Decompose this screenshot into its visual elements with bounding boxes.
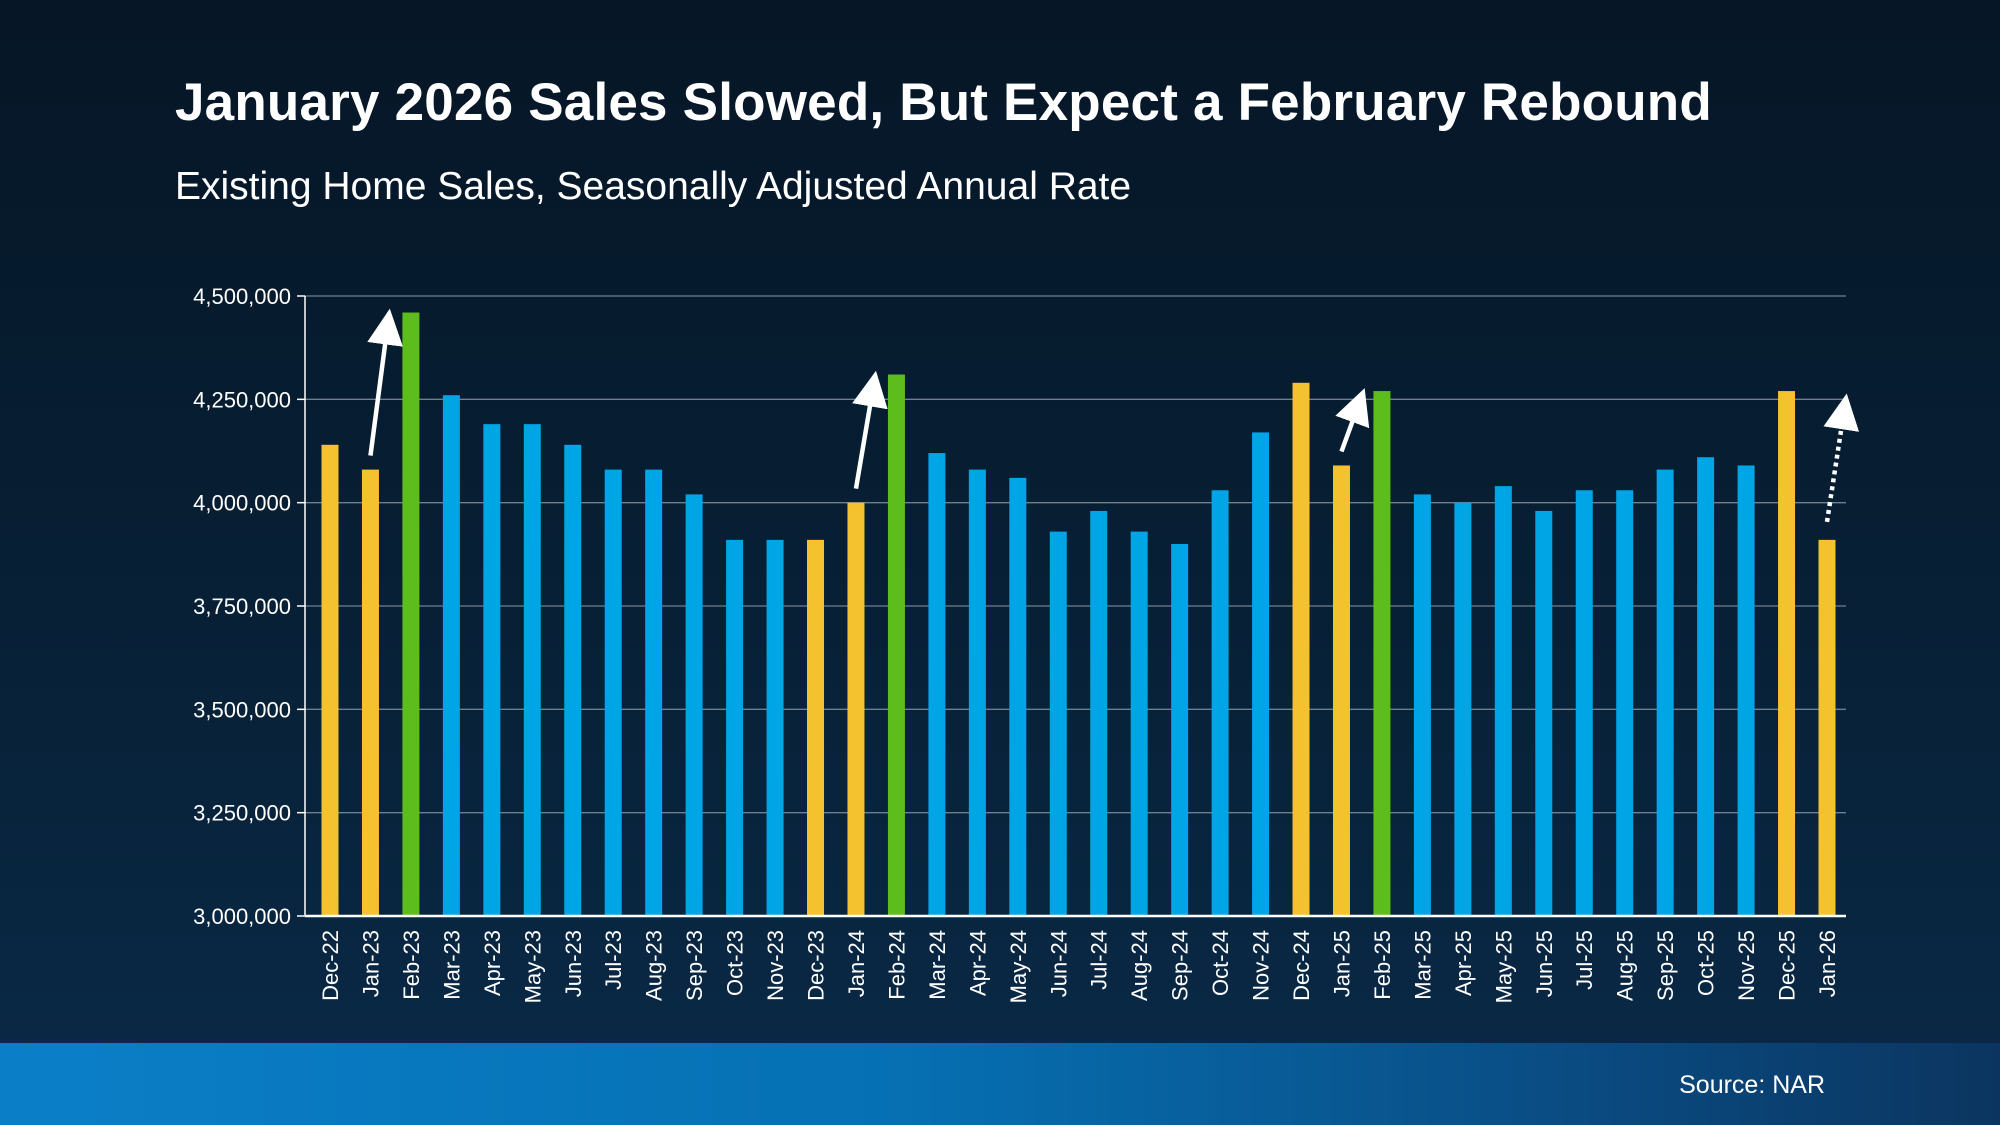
- bar-Jan-24: [847, 502, 865, 916]
- bar-Dec-25: [1778, 391, 1796, 917]
- bar-Jun-25: [1535, 510, 1553, 916]
- x-tick-label: Sep-25: [1653, 930, 1678, 1001]
- bar-chart: 3,000,000 3,250,000 3,500,000 3,750,000 4,00…: [193, 284, 1860, 1003]
- y-tick-label: 4,500,000: [193, 284, 291, 309]
- bar-Nov-24: [1252, 432, 1270, 916]
- bar-May-24: [1009, 477, 1027, 916]
- bar-Dec-23: [807, 539, 825, 916]
- x-tick-label: Oct-23: [723, 930, 748, 996]
- y-tick-label: 4,250,000: [193, 387, 291, 412]
- chart-title: January 2026 Sales Slowed, But Expect a …: [175, 73, 1712, 132]
- y-tick-label: 4,000,000: [193, 491, 291, 516]
- trend-arrow: [367, 308, 403, 456]
- bar-Jun-24: [1049, 531, 1067, 916]
- trend-arrow: [1823, 393, 1860, 523]
- x-tick-label: May-24: [1006, 930, 1031, 1003]
- bar-May-23: [523, 424, 541, 916]
- x-tick-label: May-25: [1491, 930, 1516, 1003]
- bar-Aug-23: [645, 469, 663, 916]
- footer-band: Source: NAR: [0, 1043, 2000, 1125]
- bar-Apr-25: [1454, 502, 1472, 916]
- bar-Jan-23: [361, 469, 379, 916]
- x-tick-label: Mar-24: [925, 930, 950, 1000]
- bar-Feb-24: [887, 374, 905, 916]
- x-tick-label: Sep-23: [682, 930, 707, 1001]
- trend-arrow: [1335, 388, 1370, 453]
- bar-Nov-23: [766, 539, 784, 916]
- x-tick-label: Apr-24: [965, 930, 990, 996]
- chart-subtitle: Existing Home Sales, Seasonally Adjusted…: [175, 165, 1132, 208]
- bar-Sep-24: [1171, 544, 1189, 916]
- x-tick-label: Nov-24: [1249, 930, 1274, 1001]
- x-tick-label: Jun-23: [561, 930, 586, 997]
- bar-Apr-23: [483, 424, 501, 916]
- bar-Mar-24: [928, 453, 946, 916]
- bar-Mar-25: [1413, 494, 1431, 916]
- y-tick-label: 3,750,000: [193, 594, 291, 619]
- bar-Dec-24: [1292, 382, 1310, 916]
- bar-Feb-25: [1373, 391, 1391, 917]
- bar-May-25: [1494, 486, 1512, 916]
- x-tick-label: Jul-25: [1572, 930, 1597, 990]
- x-tick-label: Oct-24: [1208, 930, 1233, 996]
- x-tick-label: Dec-25: [1775, 930, 1800, 1001]
- bar-Oct-25: [1697, 457, 1715, 916]
- bar-Aug-24: [1130, 531, 1148, 916]
- y-tick-label: 3,000,000: [193, 904, 291, 929]
- bar-Jan-25: [1332, 465, 1350, 916]
- bar-Jun-23: [564, 444, 582, 916]
- x-tick-label: Feb-25: [1370, 930, 1395, 1000]
- y-tick-label: 3,250,000: [193, 801, 291, 826]
- x-tick-label: Sep-24: [1168, 930, 1193, 1001]
- bar-Jul-23: [604, 469, 622, 916]
- x-tick-label: May-23: [520, 930, 545, 1003]
- x-tick-label: Dec-22: [318, 930, 343, 1001]
- bar-Aug-25: [1616, 490, 1634, 916]
- x-tick-label: Feb-24: [884, 930, 909, 1000]
- x-tick-label: Jun-25: [1532, 930, 1557, 997]
- x-tick-label: Apr-25: [1451, 930, 1476, 996]
- bar-Jul-24: [1090, 510, 1108, 916]
- x-tick-label: Dec-23: [804, 930, 829, 1001]
- x-tick-label: Jul-23: [601, 930, 626, 990]
- x-tick-label: Jul-24: [1087, 930, 1112, 990]
- x-tick-label: Jan-25: [1329, 930, 1354, 997]
- bar-Dec-22: [321, 444, 339, 916]
- x-tick-label: Feb-23: [399, 930, 424, 1000]
- x-tick-label: Nov-23: [763, 930, 788, 1001]
- x-tick-label: Aug-23: [642, 930, 667, 1001]
- x-tick-label: Aug-25: [1613, 930, 1638, 1001]
- x-tick-label: Jan-24: [844, 930, 869, 997]
- bar-Sep-23: [685, 494, 703, 916]
- x-tick-label: Nov-25: [1734, 930, 1759, 1001]
- trend-arrow: [852, 370, 888, 490]
- bar-Apr-24: [968, 469, 986, 916]
- x-tick-label: Dec-24: [1289, 930, 1314, 1001]
- bar-Sep-25: [1656, 469, 1674, 916]
- bar-Jul-25: [1575, 490, 1593, 916]
- x-tick-label: Jan-23: [358, 930, 383, 997]
- x-tick-label: Jan-26: [1815, 930, 1840, 997]
- bar-Oct-24: [1211, 490, 1229, 916]
- bar-Jan-26: [1818, 539, 1836, 916]
- x-tick-label: Oct-25: [1694, 930, 1719, 996]
- x-tick-label: Jun-24: [1046, 930, 1071, 997]
- bar-Feb-23: [402, 312, 420, 916]
- source-label: Source: NAR: [1679, 1071, 1825, 1099]
- bar-Oct-23: [726, 539, 744, 916]
- x-tick-label: Apr-23: [480, 930, 505, 996]
- x-tick-label: Aug-24: [1127, 930, 1152, 1001]
- y-tick-label: 3,500,000: [193, 697, 291, 722]
- x-tick-label: Mar-25: [1410, 930, 1435, 1000]
- x-tick-label: Mar-23: [439, 930, 464, 1000]
- bar-Mar-23: [442, 395, 460, 916]
- bar-Nov-25: [1737, 465, 1755, 916]
